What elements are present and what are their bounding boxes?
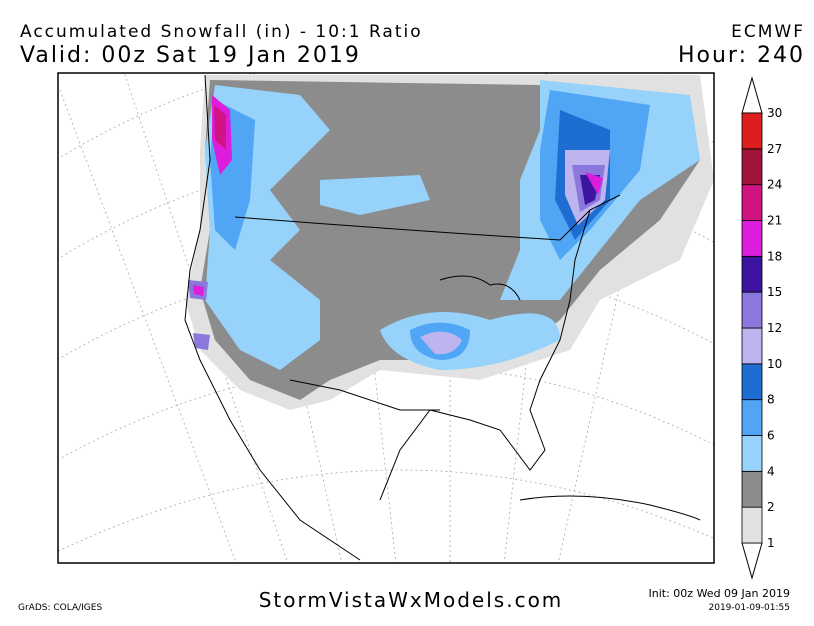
colorbar-swatch (741, 470, 763, 508)
colorbar-label: 2 (767, 500, 775, 514)
colorbar-label: 21 (767, 214, 782, 228)
colorbar-label: 18 (767, 249, 782, 263)
colorbar-label: 10 (767, 357, 782, 371)
colorbar-swatch (741, 112, 763, 150)
colorbar-label: 12 (767, 321, 782, 335)
model-name: ECMWF (731, 22, 805, 42)
init-time: Init: 00z Wed 09 Jan 2019 (649, 587, 790, 600)
colorbar-swatch (741, 148, 763, 186)
colorbar-swatch (741, 327, 763, 365)
grads-credit: GrADS: COLA/IGES (18, 603, 102, 613)
timestamp: 2019-01-09-01:55 (709, 603, 791, 613)
colorbar-label: 4 (767, 464, 775, 478)
colorbar-swatch (741, 363, 763, 401)
title: Accumulated Snowfall (in) - 10:1 Ratio (20, 22, 423, 42)
colorbar-label: 27 (767, 142, 782, 156)
colorbar-label: 15 (767, 285, 782, 299)
colorbar-label: 6 (767, 429, 775, 443)
colorbar-swatch (741, 291, 763, 329)
colorbar-bottom-arrow (741, 542, 763, 580)
forecast-hour: Hour: 240 (678, 43, 805, 68)
colorbar-label: 8 (767, 393, 775, 407)
colorbar-swatch (741, 399, 763, 436)
site-name: StormVistaWxModels.com (259, 588, 564, 612)
colorbar-label: 24 (767, 178, 782, 192)
colorbar-top-arrow (741, 76, 763, 114)
colorbar-swatch (741, 506, 763, 544)
colorbar-swatch (741, 184, 763, 221)
colorbar-label: 1 (767, 536, 775, 550)
colorbar-swatch (741, 220, 763, 257)
map (57, 72, 715, 564)
colorbar-swatch (741, 255, 763, 293)
colorbar-label: 30 (767, 106, 782, 120)
colorbar-swatch (741, 435, 763, 472)
valid-time: Valid: 00z Sat 19 Jan 2019 (20, 43, 361, 68)
